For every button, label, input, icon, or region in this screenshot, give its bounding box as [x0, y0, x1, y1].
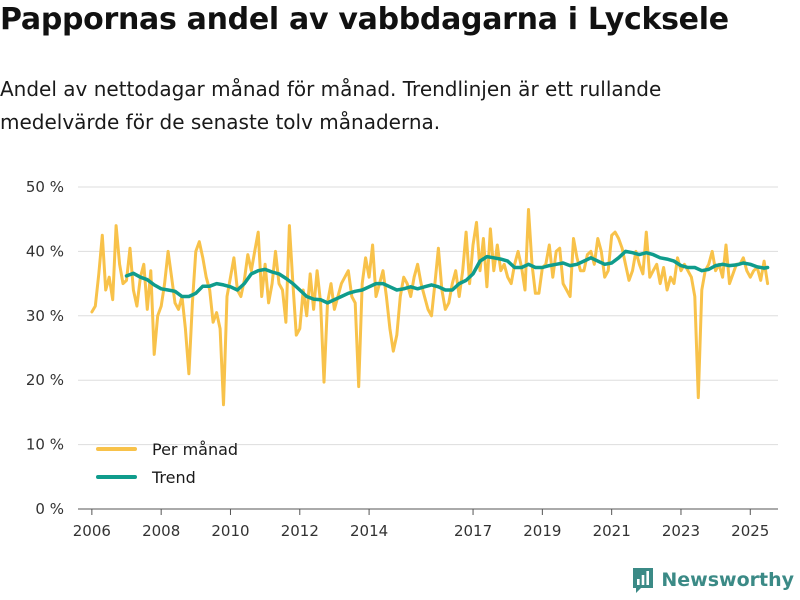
chart-subtitle: Andel av nettodagar månad för månad. Tre…	[0, 77, 662, 134]
y-tick-label: 10 %	[26, 436, 64, 454]
x-tick-label: 2006	[73, 522, 111, 540]
newsworthy-logo-icon	[633, 568, 654, 593]
series-line-trend	[124, 249, 770, 305]
y-tick-label: 50 %	[26, 178, 64, 196]
y-tick-label: 30 %	[26, 307, 64, 325]
x-tick-label: 2008	[142, 522, 180, 540]
data-series	[90, 208, 770, 407]
y-tick-label: 40 %	[26, 242, 64, 260]
x-tick-label: 2010	[211, 522, 249, 540]
x-tick-label: 2023	[662, 522, 700, 540]
x-tick-label: 2021	[593, 522, 631, 540]
legend-label-per-manad: Per månad	[152, 440, 238, 459]
x-tick-label: 2019	[523, 522, 561, 540]
x-tick-label: 2014	[350, 522, 388, 540]
x-tick-label: 2025	[731, 522, 769, 540]
series-line-per-manad	[90, 208, 770, 407]
legend-label-trend: Trend	[151, 468, 196, 487]
gridlines	[78, 186, 778, 510]
y-tick-label: 0 %	[35, 500, 64, 518]
y-tick-label: 20 %	[26, 371, 64, 389]
brand-name: Newsworthy	[661, 569, 794, 591]
page-title: Pappornas andel av vabbdagarna i Lycksel…	[0, 2, 729, 37]
legend: Per månad Trend	[96, 440, 238, 487]
brand-logo: Newsworthy	[631, 566, 794, 594]
x-tick-label: 2017	[454, 522, 492, 540]
x-axis: 2006 2008 2010 2012 2014 2017 2019 2021 2023 2025	[73, 509, 769, 540]
y-axis: 0 % 10 % 20 % 30 % 40 % 50 %	[26, 178, 64, 518]
x-tick-label: 2012	[281, 522, 319, 540]
